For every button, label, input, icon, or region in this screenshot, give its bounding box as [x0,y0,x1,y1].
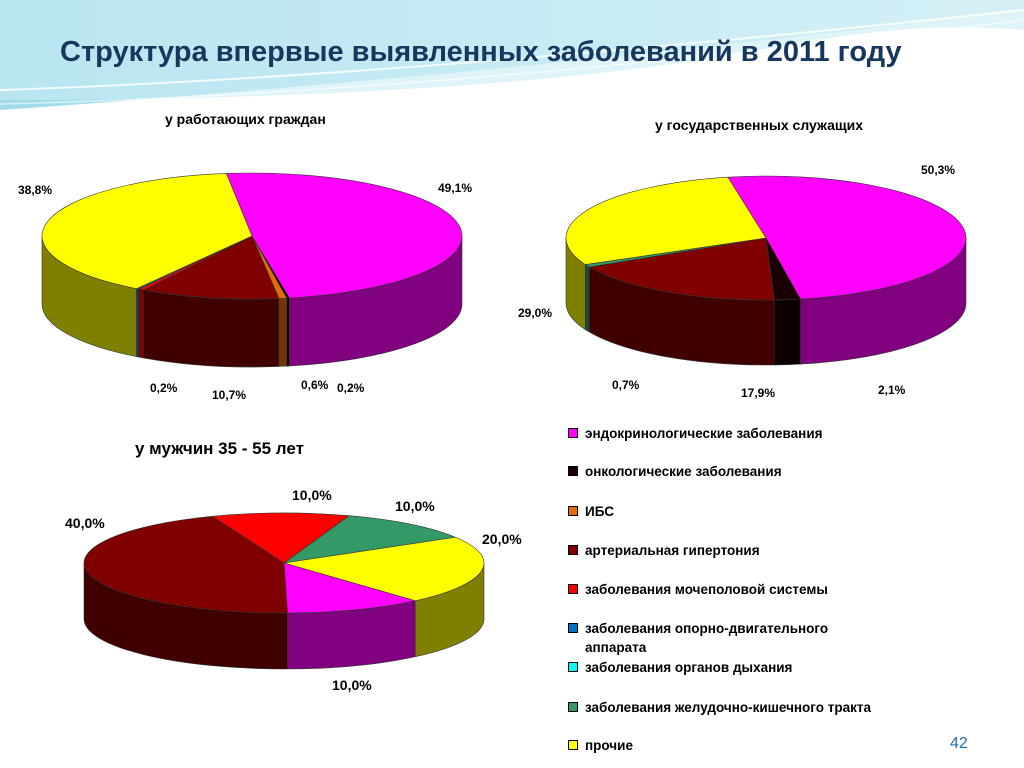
pie1-label-hypertension: 17,9% [741,386,776,400]
pie2-slice-gi [283,515,457,564]
legend-swatch [568,623,578,633]
pie1-label-gi: 0,7% [612,378,640,392]
pie2-slice-urogenital [211,512,350,564]
pie0-slice-endocrine [225,172,463,299]
pie0-label-endocrine: 49,1% [438,181,473,195]
legend-label: прочие [585,738,633,753]
pie0-label-other: 38,8% [18,183,53,197]
legend-swatch [568,466,578,476]
pie2-label-gi: 10,0% [395,498,435,514]
legend-swatch [568,702,578,712]
legend-label: заболевания мочеполовой системы [585,582,828,597]
legend-label: заболевания желудочно-кишечного тракта [585,700,871,715]
page-number: 42 [950,735,968,752]
legend-swatch [568,545,578,555]
legend-label: онкологические заболевания [585,464,782,479]
pie2-label-urogenital: 10,0% [292,487,332,503]
legend-swatch [568,740,578,750]
pie0-label-hypertension: 10,7% [212,388,247,402]
chart-title-working-citizens: у работающих граждан [165,111,326,127]
legend-swatch [568,506,578,516]
legend-label: артериальная гипертония [585,543,760,558]
pie1-slice-hypertension [588,237,775,301]
pie2-slice-endocrine [283,562,416,614]
pie0-slice-other [41,173,253,289]
pie1-label-endocrine: 50,3% [921,163,956,177]
legend-label: заболевания опорно-двигательного аппарат… [585,621,829,655]
pie2-label-endocrine: 10,0% [332,677,372,693]
pie2-label-hypertension: 40,0% [65,515,105,531]
pie1-label-oncology: 2,1% [878,383,906,397]
pie0-slice-hypertension [142,235,280,300]
legend-swatch [568,584,578,594]
pie2-slice-hypertension [83,516,288,614]
pie0-label-oncology: 0,2% [337,381,365,395]
pie0-label-musculoskeletal: 0,2% [150,381,178,395]
legend-label: ИБС [585,504,614,519]
legend-swatch [568,662,578,672]
legend-label: заболевания органов дыхания [585,660,793,675]
legend-label: эндокринологические заболевания [585,426,823,441]
pie2-label-other: 20,0% [482,531,522,547]
pie0-label-ihd: 0,6% [301,378,329,392]
pie1-label-other: 29,0% [518,306,553,320]
chart-title-men-35-55: у мужчин 35 - 55 лет [135,439,304,458]
pie2-slice-other [283,536,485,602]
pie1-slice-endocrine [727,175,967,300]
slide-title: Структура впервые выявленных заболеваний… [60,36,902,68]
chart-title-civil-servants: у государственных служащих [655,117,864,133]
pie1-slice-other [565,176,767,265]
legend-swatch [568,428,578,438]
